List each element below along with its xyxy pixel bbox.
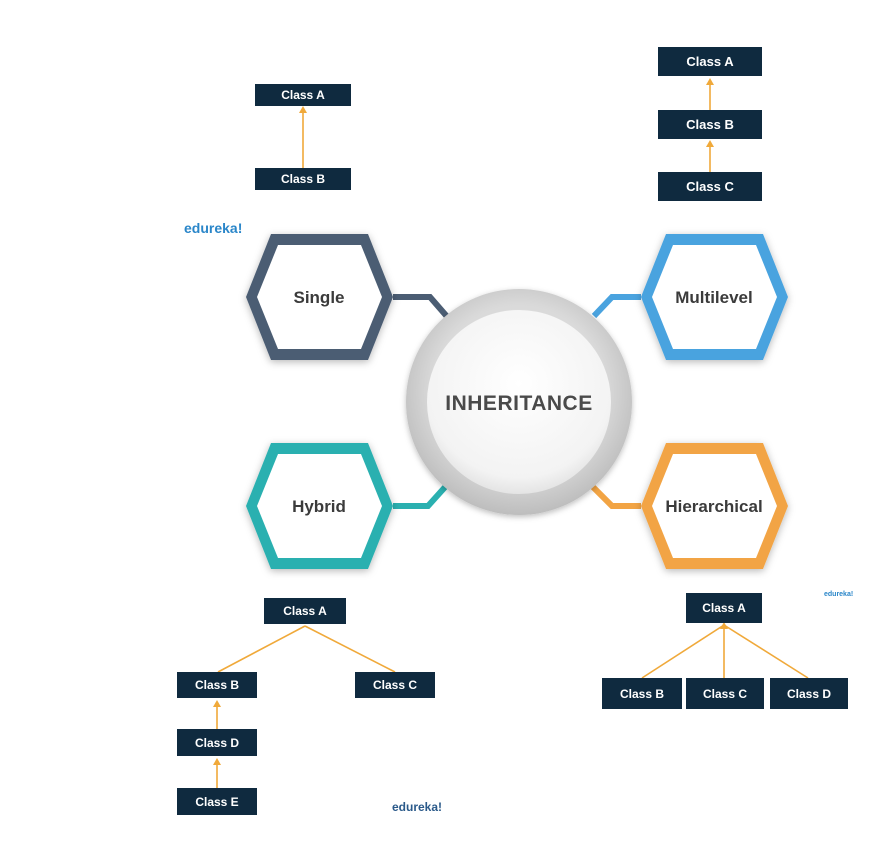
hierarchical-class-b-box: Class B bbox=[602, 678, 682, 709]
multilevel-class-a-box: Class A bbox=[658, 47, 762, 76]
edureka-logo-bottom: edureka! bbox=[392, 800, 442, 814]
svg-text:Class C: Class C bbox=[373, 678, 417, 692]
hybrid-class-e-box: Class E bbox=[177, 788, 257, 815]
svg-text:Class B: Class B bbox=[195, 678, 239, 692]
hierarchical-class-c-box: Class C bbox=[686, 678, 764, 709]
svg-text:Class A: Class A bbox=[686, 54, 734, 69]
connector-multilevel bbox=[591, 294, 641, 319]
hybrid-class-a-box: Class A bbox=[264, 598, 346, 624]
center-label: INHERITANCE bbox=[445, 392, 592, 415]
svg-text:Class E: Class E bbox=[195, 795, 238, 809]
hybrid-class-c-box: Class C bbox=[355, 672, 435, 698]
hybrid-diagram: Class A Class B Class C Class D Class E bbox=[177, 598, 435, 815]
edureka-logo-top-left: edureka! bbox=[184, 220, 242, 236]
hybrid-label: Hybrid bbox=[292, 497, 346, 516]
hybrid-class-b-box: Class B bbox=[177, 672, 257, 698]
edureka-logo-right: edureka! bbox=[824, 591, 853, 598]
svg-text:Class A: Class A bbox=[283, 604, 327, 618]
svg-text:Class B: Class B bbox=[686, 117, 734, 132]
hex-hybrid: Hybrid bbox=[246, 443, 393, 569]
multilevel-diagram: Class A Class B Class C bbox=[658, 47, 762, 201]
hierarchical-class-a-box: Class A bbox=[686, 593, 762, 623]
single-label: Single bbox=[293, 288, 344, 307]
svg-text:Class B: Class B bbox=[281, 172, 325, 186]
svg-text:Class B: Class B bbox=[620, 687, 664, 701]
svg-text:Class A: Class A bbox=[281, 88, 325, 102]
svg-text:Class C: Class C bbox=[703, 687, 747, 701]
hex-single: Single bbox=[246, 234, 393, 360]
svg-text:Class A: Class A bbox=[702, 601, 746, 615]
svg-text:Class C: Class C bbox=[686, 179, 734, 194]
center-circle: INHERITANCE bbox=[406, 289, 632, 515]
hierarchical-label: Hierarchical bbox=[665, 497, 762, 516]
multilevel-class-b-box: Class B bbox=[658, 110, 762, 139]
hierarchical-class-d-box: Class D bbox=[770, 678, 848, 709]
multilevel-label: Multilevel bbox=[675, 288, 752, 307]
single-class-b-box: Class B bbox=[255, 168, 351, 190]
hierarchical-diagram: Class A Class B Class C Class D bbox=[602, 593, 848, 709]
connector-hierarchical bbox=[589, 483, 641, 509]
hex-multilevel: Multilevel bbox=[641, 234, 788, 360]
single-class-a-box: Class A bbox=[255, 84, 351, 106]
svg-text:Class D: Class D bbox=[787, 687, 831, 701]
svg-text:Class D: Class D bbox=[195, 736, 239, 750]
single-diagram: Class A Class B bbox=[255, 84, 351, 190]
hex-hierarchical: Hierarchical bbox=[641, 443, 788, 569]
connectors bbox=[393, 294, 641, 509]
hybrid-class-d-box: Class D bbox=[177, 729, 257, 756]
connector-single bbox=[393, 294, 453, 322]
connector-hybrid bbox=[393, 483, 449, 509]
multilevel-class-c-box: Class C bbox=[658, 172, 762, 201]
